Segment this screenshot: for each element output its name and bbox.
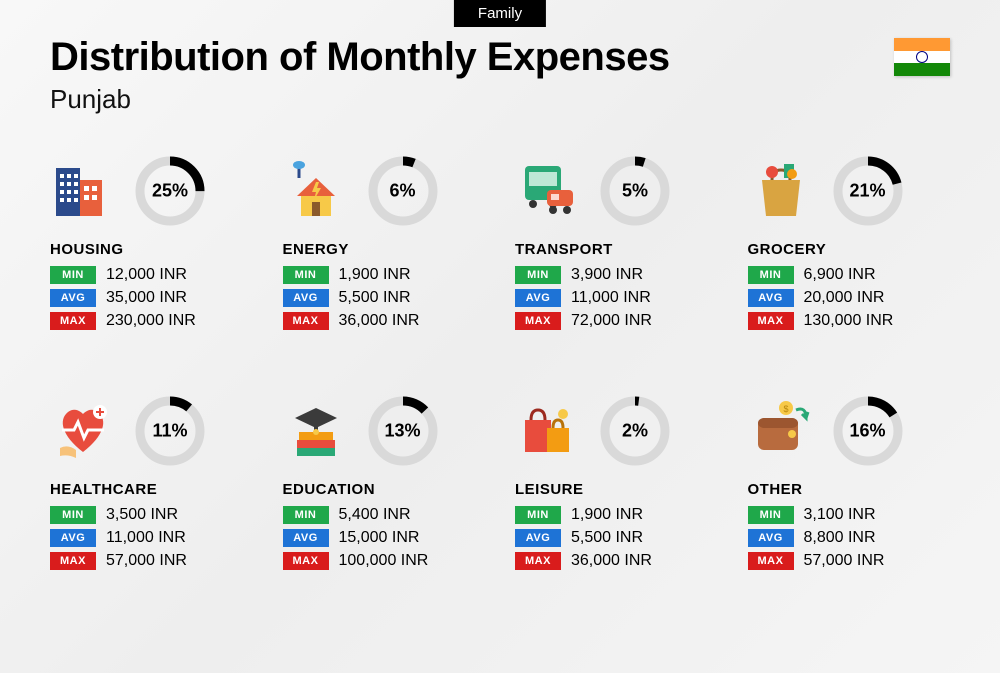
avg-badge: AVG <box>515 289 561 307</box>
avg-value: 20,000 INR <box>804 289 885 307</box>
expense-card-education: 13% EDUCATION MIN 5,400 INR AVG 15,000 I… <box>283 395 486 575</box>
avg-badge: AVG <box>515 529 561 547</box>
avg-value: 15,000 INR <box>339 529 420 547</box>
page-title: Distribution of Monthly Expenses <box>50 35 950 80</box>
india-flag <box>894 38 950 76</box>
expense-card-housing: 25% HOUSING MIN 12,000 INR AVG 35,000 IN… <box>50 155 253 335</box>
min-badge: MIN <box>748 506 794 524</box>
min-value: 3,900 INR <box>571 266 643 284</box>
avg-badge: AVG <box>748 529 794 547</box>
max-value: 57,000 INR <box>106 552 187 570</box>
percent-label: 6% <box>389 181 415 202</box>
min-value: 3,500 INR <box>106 506 178 524</box>
min-badge: MIN <box>515 506 561 524</box>
percent-label: 16% <box>849 421 885 442</box>
max-value: 230,000 INR <box>106 312 196 330</box>
other-icon: $ <box>748 398 814 464</box>
category-name: TRANSPORT <box>515 241 718 258</box>
flag-stripe-bottom <box>894 63 950 76</box>
svg-text:$: $ <box>783 404 788 414</box>
percent-donut: 16% <box>832 395 904 467</box>
min-badge: MIN <box>50 266 96 284</box>
avg-value: 35,000 INR <box>106 289 187 307</box>
max-badge: MAX <box>283 312 329 330</box>
max-badge: MAX <box>515 312 561 330</box>
category-name: GROCERY <box>748 241 951 258</box>
category-name: HOUSING <box>50 241 253 258</box>
percent-label: 21% <box>849 181 885 202</box>
percent-donut: 2% <box>599 395 671 467</box>
max-value: 57,000 INR <box>804 552 885 570</box>
max-badge: MAX <box>283 552 329 570</box>
expense-grid: 25% HOUSING MIN 12,000 INR AVG 35,000 IN… <box>50 155 950 575</box>
min-badge: MIN <box>50 506 96 524</box>
min-value: 1,900 INR <box>571 506 643 524</box>
percent-donut: 5% <box>599 155 671 227</box>
percent-donut: 6% <box>367 155 439 227</box>
percent-label: 11% <box>152 421 187 442</box>
grocery-icon <box>748 158 814 224</box>
leisure-icon <box>515 398 581 464</box>
flag-stripe-top <box>894 38 950 51</box>
percent-donut: 11% <box>134 395 206 467</box>
avg-value: 11,000 INR <box>106 529 186 547</box>
category-name: LEISURE <box>515 481 718 498</box>
percent-donut: 25% <box>134 155 206 227</box>
percent-label: 13% <box>384 421 420 442</box>
percent-label: 25% <box>152 181 188 202</box>
min-badge: MIN <box>748 266 794 284</box>
avg-badge: AVG <box>748 289 794 307</box>
healthcare-icon <box>50 398 116 464</box>
min-badge: MIN <box>515 266 561 284</box>
avg-value: 8,800 INR <box>804 529 876 547</box>
max-value: 130,000 INR <box>804 312 894 330</box>
min-badge: MIN <box>283 506 329 524</box>
max-badge: MAX <box>748 312 794 330</box>
min-value: 12,000 INR <box>106 266 187 284</box>
category-name: HEALTHCARE <box>50 481 253 498</box>
category-name: ENERGY <box>283 241 486 258</box>
transport-icon <box>515 158 581 224</box>
min-value: 6,900 INR <box>804 266 876 284</box>
min-value: 5,400 INR <box>339 506 411 524</box>
avg-badge: AVG <box>283 289 329 307</box>
expense-card-transport: 5% TRANSPORT MIN 3,900 INR AVG 11,000 IN… <box>515 155 718 335</box>
avg-value: 5,500 INR <box>339 289 411 307</box>
avg-value: 5,500 INR <box>571 529 643 547</box>
avg-badge: AVG <box>50 529 96 547</box>
avg-badge: AVG <box>50 289 96 307</box>
max-value: 36,000 INR <box>339 312 420 330</box>
percent-label: 5% <box>622 181 648 202</box>
avg-value: 11,000 INR <box>571 289 651 307</box>
energy-icon <box>283 158 349 224</box>
expense-card-leisure: 2% LEISURE MIN 1,900 INR AVG 5,500 INR M… <box>515 395 718 575</box>
max-badge: MAX <box>515 552 561 570</box>
category-tag: Family <box>454 0 546 27</box>
percent-donut: 13% <box>367 395 439 467</box>
min-value: 1,900 INR <box>339 266 411 284</box>
max-value: 100,000 INR <box>339 552 429 570</box>
min-value: 3,100 INR <box>804 506 876 524</box>
max-badge: MAX <box>50 552 96 570</box>
expense-card-other: $ 16% OTHER MIN 3,100 INR AVG 8,800 INR … <box>748 395 951 575</box>
percent-label: 2% <box>622 421 648 442</box>
expense-card-healthcare: 11% HEALTHCARE MIN 3,500 INR AVG 11,000 … <box>50 395 253 575</box>
education-icon <box>283 398 349 464</box>
max-badge: MAX <box>50 312 96 330</box>
min-badge: MIN <box>283 266 329 284</box>
category-name: EDUCATION <box>283 481 486 498</box>
housing-icon <box>50 158 116 224</box>
max-badge: MAX <box>748 552 794 570</box>
flag-chakra-icon <box>916 51 928 63</box>
max-value: 72,000 INR <box>571 312 652 330</box>
expense-card-grocery: 21% GROCERY MIN 6,900 INR AVG 20,000 INR… <box>748 155 951 335</box>
category-name: OTHER <box>748 481 951 498</box>
max-value: 36,000 INR <box>571 552 652 570</box>
expense-card-energy: 6% ENERGY MIN 1,900 INR AVG 5,500 INR MA… <box>283 155 486 335</box>
percent-donut: 21% <box>832 155 904 227</box>
page-subtitle: Punjab <box>50 84 950 115</box>
avg-badge: AVG <box>283 529 329 547</box>
